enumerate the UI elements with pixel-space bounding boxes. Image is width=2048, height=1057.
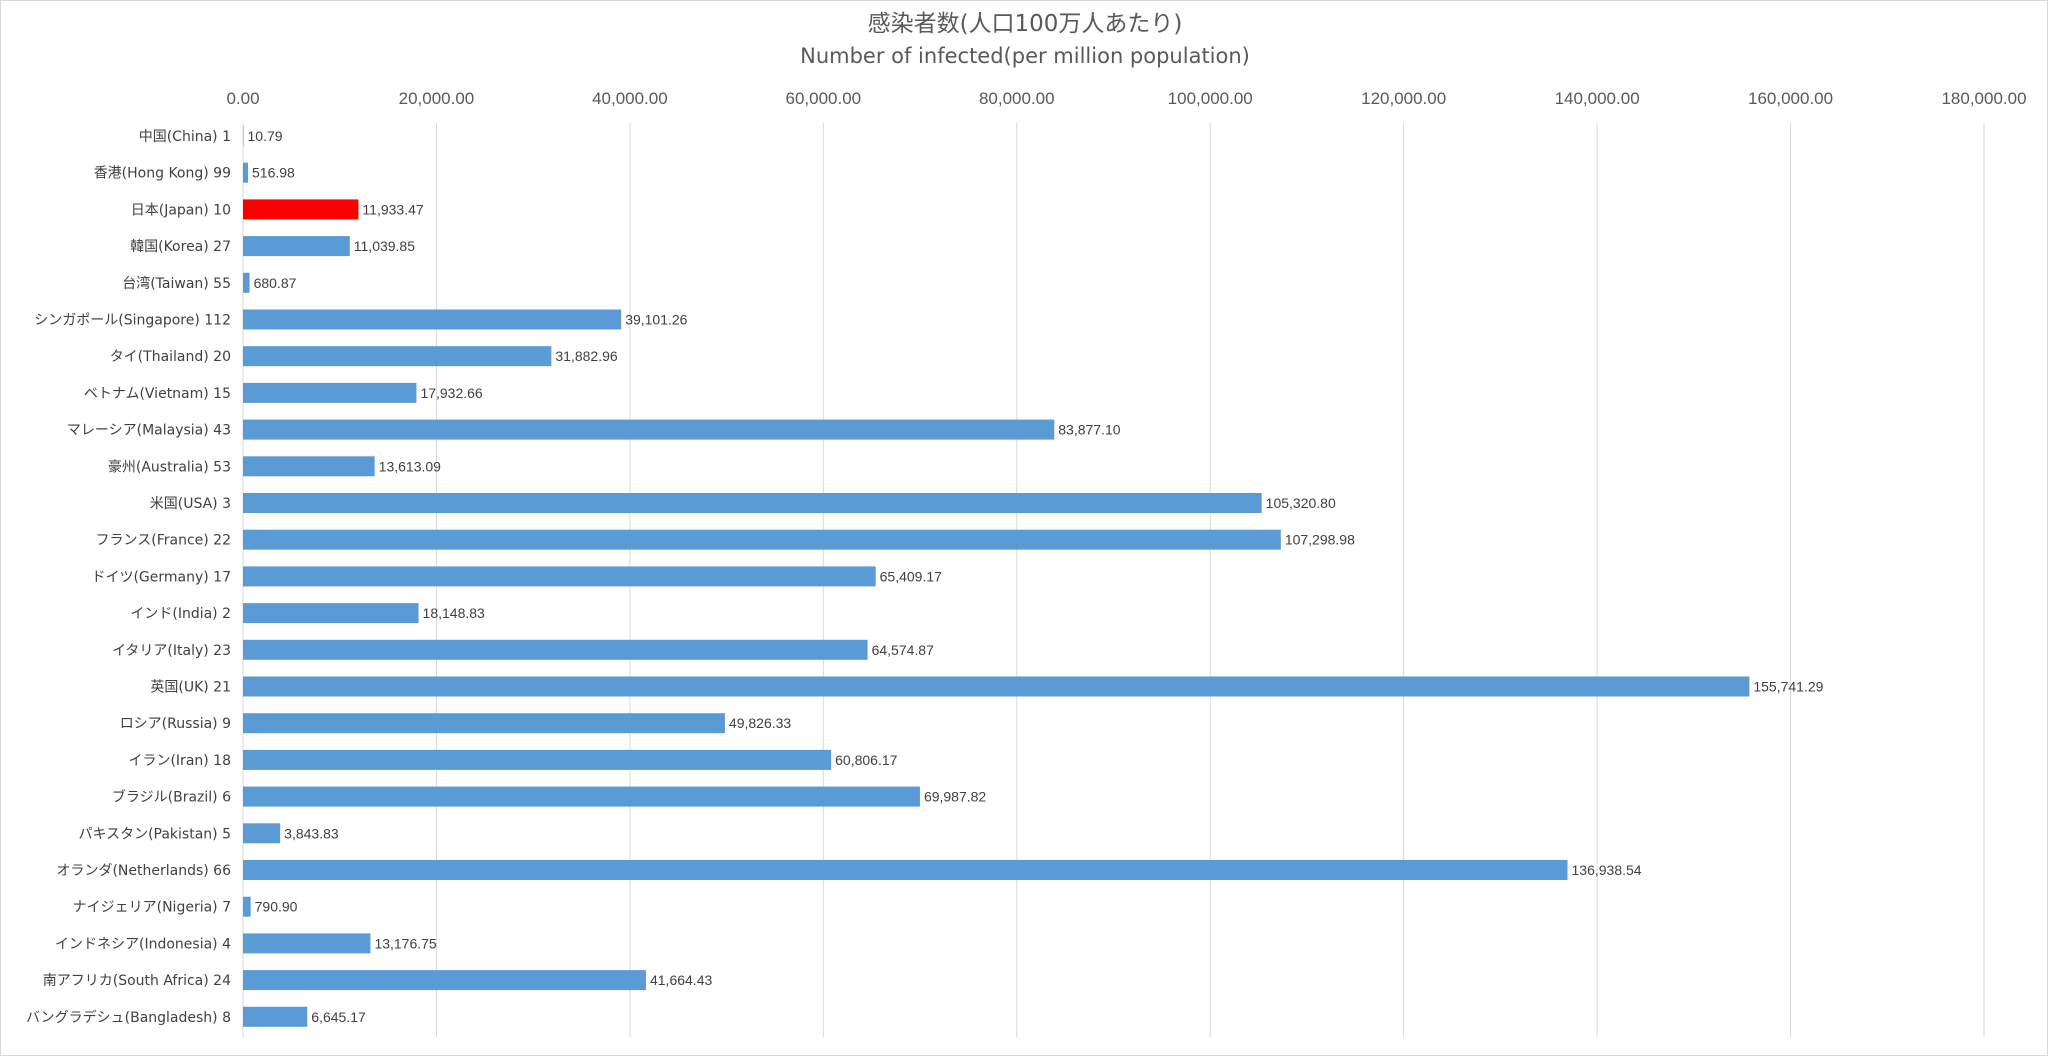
data-label: 155,741.29 — [1753, 679, 1823, 695]
category-label: インド(India) 2 — [130, 606, 231, 622]
x-tick-label: 180,000.00 — [1941, 89, 2026, 108]
category-label: マレーシア(Malaysia) 43 — [67, 423, 231, 439]
x-axis-tick-labels: 0.00 20,000.00 40,000.00 60,000.00 80,000.00… — [226, 89, 2026, 108]
data-label: 49,826.33 — [729, 715, 791, 731]
category-label: 香港(Hong Kong) 99 — [94, 166, 231, 182]
bar — [243, 566, 876, 587]
chart-subtitle: Number of infected(per million populatio… — [800, 44, 1250, 68]
category-label: 豪州(Australia) 53 — [108, 459, 231, 475]
category-label: 日本(Japan) 10 — [131, 202, 231, 218]
data-label: 107,298.98 — [1285, 532, 1355, 548]
bar — [243, 162, 249, 183]
x-tick-label: 80,000.00 — [979, 89, 1055, 108]
category-label: ドイツ(Germany) 17 — [91, 569, 231, 585]
bar — [243, 382, 417, 403]
category-label: 南アフリカ(South Africa) 24 — [43, 973, 231, 989]
category-labels: 中国(China) 1 香港(Hong Kong) 99 日本(Japan) 10 韓… — [26, 129, 231, 1026]
data-label: 41,664.43 — [650, 972, 712, 988]
category-label: ベトナム(Vietnam) 15 — [84, 386, 231, 402]
bar — [243, 749, 832, 770]
data-label: 64,574.87 — [872, 642, 934, 658]
category-label: 英国(UK) 21 — [150, 679, 231, 696]
data-label: 680.87 — [254, 275, 297, 291]
data-label: 39,101.26 — [625, 312, 687, 328]
category-label: 米国(USA) 3 — [150, 496, 231, 512]
bar — [243, 823, 281, 844]
gridlines — [242, 123, 1985, 1037]
x-tick-label: 0.00 — [226, 89, 259, 108]
category-label: 韓国(Korea) 27 — [130, 239, 231, 255]
category-label: イタリア(Italy) 23 — [112, 643, 231, 659]
data-label: 83,877.10 — [1058, 422, 1120, 438]
bar — [243, 493, 1262, 513]
chart-title: 感染者数(人口100万人あたり) — [868, 11, 1183, 37]
category-label: シンガポール(Singapore) 112 — [34, 313, 231, 329]
data-label: 18,148.83 — [423, 605, 485, 621]
x-tick-label: 140,000.00 — [1555, 89, 1640, 108]
data-label: 10.79 — [248, 128, 283, 144]
bar — [243, 676, 1750, 697]
data-label: 3,843.83 — [284, 825, 339, 841]
bar — [243, 639, 868, 660]
bar — [243, 309, 622, 330]
category-label: イラン(Iran) 18 — [128, 753, 231, 769]
data-label: 60,806.17 — [835, 752, 897, 768]
bars — [243, 126, 1750, 1027]
bar — [243, 786, 920, 807]
bar — [243, 896, 251, 917]
bar — [243, 346, 552, 367]
x-tick-label: 100,000.00 — [1168, 89, 1253, 108]
x-tick-label: 20,000.00 — [399, 89, 475, 108]
data-label: 105,320.80 — [1266, 495, 1336, 511]
data-label: 11,933.47 — [362, 201, 423, 217]
data-label: 65,409.17 — [880, 568, 942, 584]
category-label: ロシア(Russia) 9 — [120, 716, 231, 732]
data-label: 11,039.85 — [354, 238, 415, 254]
category-label: フランス(France) 22 — [96, 533, 231, 549]
data-label: 17,932.66 — [420, 385, 482, 401]
bar — [243, 713, 725, 734]
data-label: 136,938.54 — [1572, 862, 1642, 878]
category-label: 台湾(Taiwan) 55 — [122, 275, 231, 292]
bar — [243, 272, 250, 293]
data-label: 13,613.09 — [379, 458, 441, 474]
bar — [243, 603, 419, 624]
data-label: 6,645.17 — [311, 1009, 366, 1025]
x-tick-label: 40,000.00 — [592, 89, 668, 108]
x-tick-label: 120,000.00 — [1361, 89, 1446, 108]
bar — [243, 456, 375, 477]
data-label: 69,987.82 — [924, 789, 986, 805]
bar — [243, 126, 244, 146]
data-label: 790.90 — [255, 899, 298, 915]
category-label: オランダ(Netherlands) 66 — [56, 863, 231, 879]
bar — [243, 419, 1055, 440]
bar — [243, 236, 350, 257]
data-label: 13,176.75 — [374, 935, 436, 951]
data-labels: 10.79 516.98 11,933.47 11,039.85 680.87 39,10… — [248, 128, 1824, 1025]
category-label: パキスタン(Pakistan) 5 — [79, 826, 232, 842]
category-label: タイ(Thailand) 20 — [110, 349, 231, 365]
category-label: ブラジル(Brazil) 6 — [112, 789, 231, 806]
data-label: 31,882.96 — [555, 348, 617, 364]
bar — [243, 1006, 308, 1027]
category-label: バングラデシュ(Bangladesh) 8 — [26, 1009, 231, 1026]
bar — [243, 199, 359, 220]
bar — [243, 970, 646, 991]
category-label: インドネシア(Indonesia) 4 — [55, 936, 231, 952]
x-tick-label: 160,000.00 — [1748, 89, 1833, 108]
x-tick-label: 60,000.00 — [786, 89, 862, 108]
category-label: ナイジェリア(Nigeria) 7 — [73, 900, 231, 916]
bar — [243, 860, 1568, 880]
bar — [243, 933, 371, 954]
data-label: 516.98 — [252, 165, 295, 181]
bar — [243, 529, 1281, 550]
category-label: 中国(China) 1 — [139, 129, 231, 145]
